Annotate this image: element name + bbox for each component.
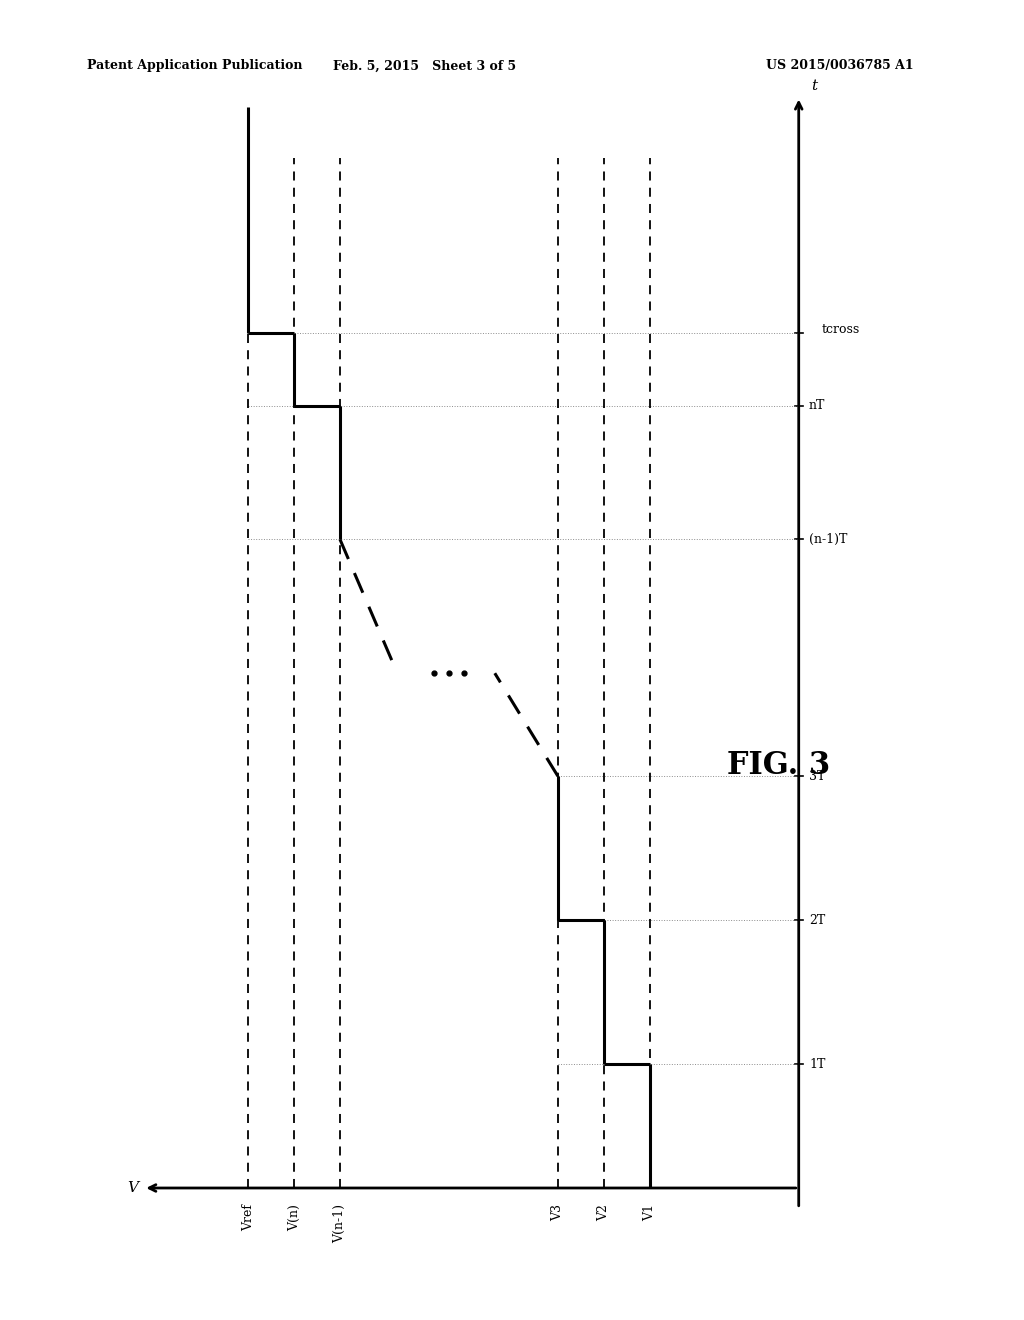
Text: US 2015/0036785 A1: US 2015/0036785 A1	[766, 59, 913, 73]
Text: 3T: 3T	[809, 770, 825, 783]
Text: FIG. 3: FIG. 3	[727, 750, 829, 781]
Text: V1: V1	[643, 1204, 656, 1221]
Text: 1T: 1T	[809, 1057, 825, 1071]
Text: Patent Application Publication: Patent Application Publication	[87, 59, 302, 73]
Text: V2: V2	[597, 1204, 610, 1221]
Text: nT: nT	[809, 399, 825, 412]
Text: V(n-1): V(n-1)	[334, 1204, 346, 1243]
Text: tcross: tcross	[821, 323, 859, 337]
Text: V: V	[128, 1181, 138, 1195]
Text: V(n): V(n)	[288, 1204, 301, 1230]
Text: V3: V3	[551, 1204, 564, 1221]
Text: 2T: 2T	[809, 913, 825, 927]
Text: Vref: Vref	[242, 1204, 255, 1230]
Text: t: t	[811, 79, 817, 94]
Text: (n-1)T: (n-1)T	[809, 533, 847, 546]
Text: Feb. 5, 2015   Sheet 3 of 5: Feb. 5, 2015 Sheet 3 of 5	[334, 59, 516, 73]
